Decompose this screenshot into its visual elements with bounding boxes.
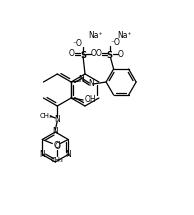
Text: O: O xyxy=(96,49,102,57)
Text: Cl: Cl xyxy=(54,141,61,150)
Text: ⁻O: ⁻O xyxy=(111,37,120,46)
Text: N: N xyxy=(78,75,84,84)
Text: S: S xyxy=(107,51,113,60)
Text: OH: OH xyxy=(84,95,96,104)
Text: Na⁺: Na⁺ xyxy=(88,32,103,40)
Text: CH₃: CH₃ xyxy=(51,157,64,163)
Text: N: N xyxy=(88,80,94,89)
Text: ⁻O: ⁻O xyxy=(72,38,82,48)
Text: N: N xyxy=(39,150,45,159)
Text: N: N xyxy=(54,115,60,123)
Text: N: N xyxy=(52,127,58,137)
Text: CH₃: CH₃ xyxy=(40,113,53,119)
Text: O: O xyxy=(69,49,75,57)
Text: O: O xyxy=(54,142,60,151)
Text: Na⁺: Na⁺ xyxy=(118,31,132,40)
Text: N: N xyxy=(65,150,71,159)
Text: O: O xyxy=(91,49,97,58)
Text: O: O xyxy=(118,49,124,58)
Text: S: S xyxy=(80,52,86,60)
